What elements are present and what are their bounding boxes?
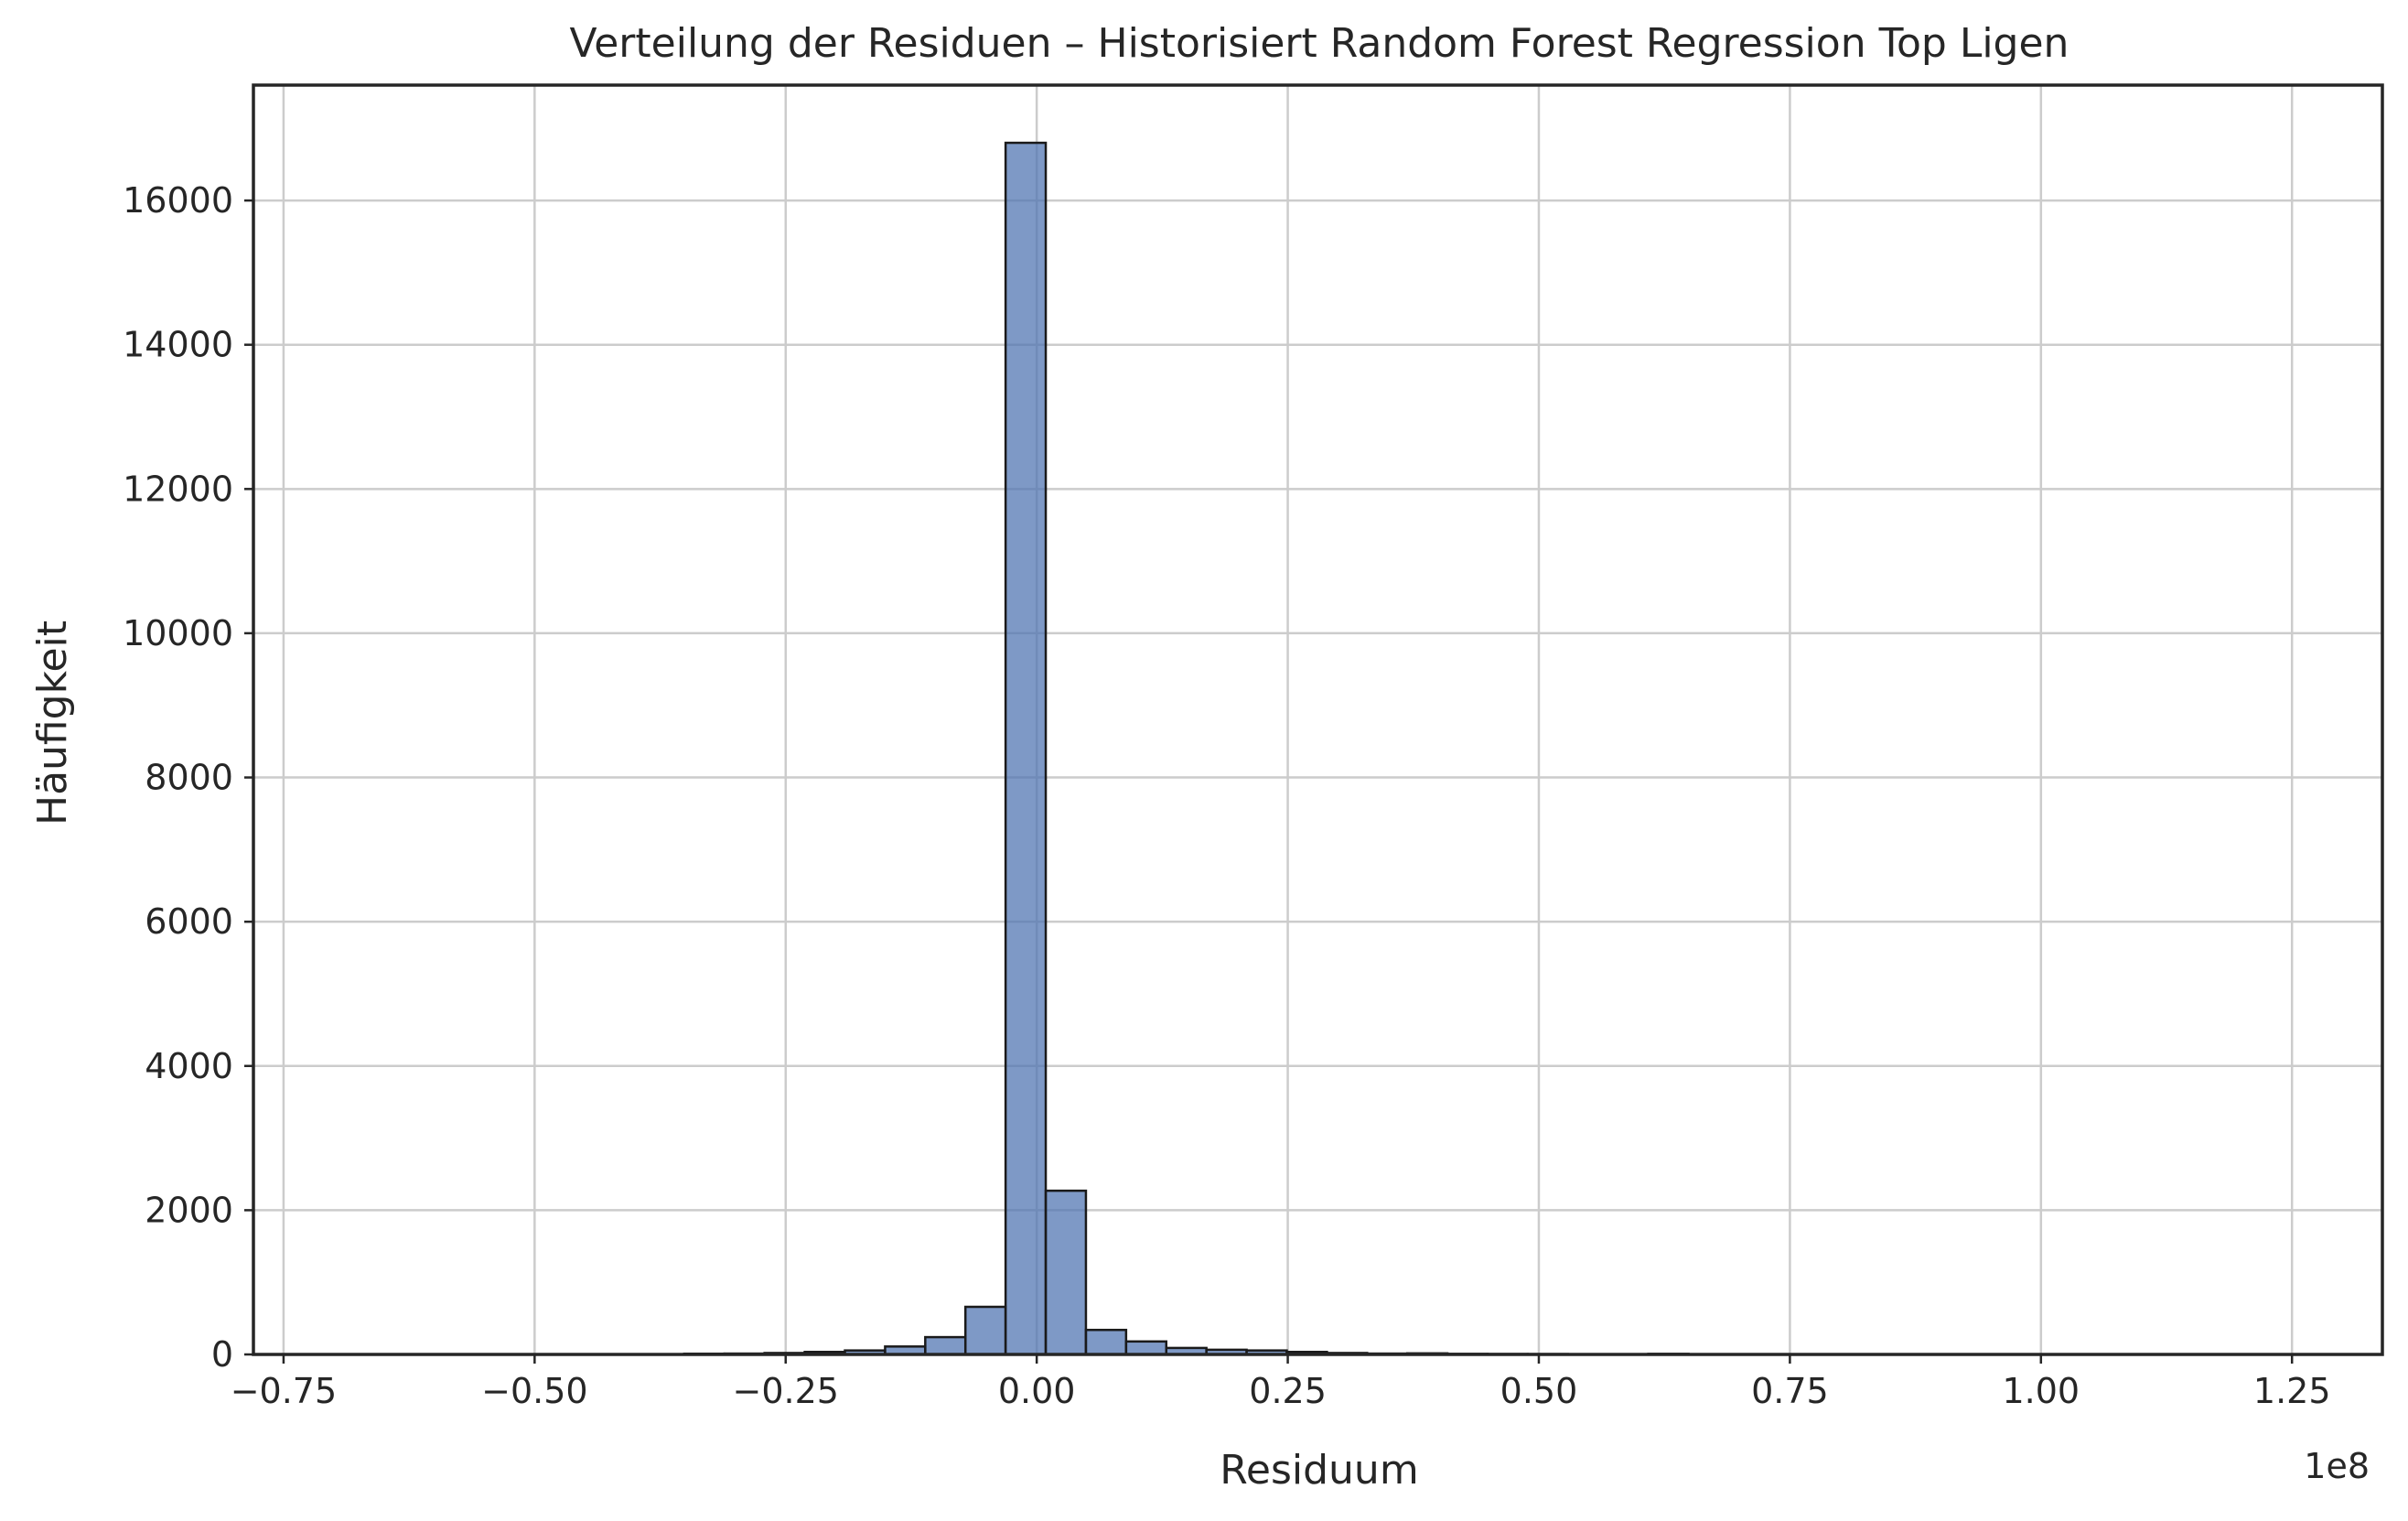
histogram-bar xyxy=(1084,1328,1128,1356)
x-tick-label: −0.75 xyxy=(231,1371,337,1411)
y-tick-label: 0 xyxy=(211,1334,233,1375)
y-tick-label: 14000 xyxy=(123,325,233,365)
y-tick-label: 10000 xyxy=(123,613,233,653)
y-tick-label: 6000 xyxy=(145,901,233,942)
y-tick-label: 12000 xyxy=(123,469,233,509)
y-axis-ticks: 0 2000 4000 6000 8000 10000 12000 14000 16000 xyxy=(123,180,253,1375)
y-tick-label: 8000 xyxy=(145,758,233,798)
x-tick-label: 1.00 xyxy=(2002,1371,2080,1411)
y-tick-label: 16000 xyxy=(123,180,233,221)
x-tick-label: 0.00 xyxy=(998,1371,1076,1411)
y-tick-label: 4000 xyxy=(145,1046,233,1086)
x-axis-label: Residuum xyxy=(1220,1447,1418,1494)
x-axis-offset-label: 1e8 xyxy=(2304,1446,2370,1486)
histogram-bar xyxy=(1044,1189,1088,1356)
histogram-bar xyxy=(1004,141,1048,1356)
x-tick-label: 0.25 xyxy=(1249,1371,1327,1411)
histogram-bar xyxy=(1124,1340,1168,1356)
chart-title: Verteilung der Residuen – Historisiert R… xyxy=(570,20,2069,67)
x-tick-label: −0.50 xyxy=(481,1371,587,1411)
x-tick-label: 0.50 xyxy=(1500,1371,1578,1411)
y-axis-label: Häufigkeit xyxy=(29,620,76,825)
x-tick-label: −0.25 xyxy=(733,1371,839,1411)
histogram-bar xyxy=(963,1305,1007,1356)
x-axis-ticks: −0.75 −0.50 −0.25 0.00 0.25 0.50 0.75 1.00 1.25 xyxy=(231,1354,2331,1411)
x-tick-label: 1.25 xyxy=(2253,1371,2331,1411)
plot-frame xyxy=(252,83,2384,1356)
x-tick-label: 0.75 xyxy=(1751,1371,1829,1411)
y-tick-label: 2000 xyxy=(145,1190,233,1230)
histogram-bar xyxy=(924,1335,967,1356)
grid-lines xyxy=(253,85,2382,1356)
